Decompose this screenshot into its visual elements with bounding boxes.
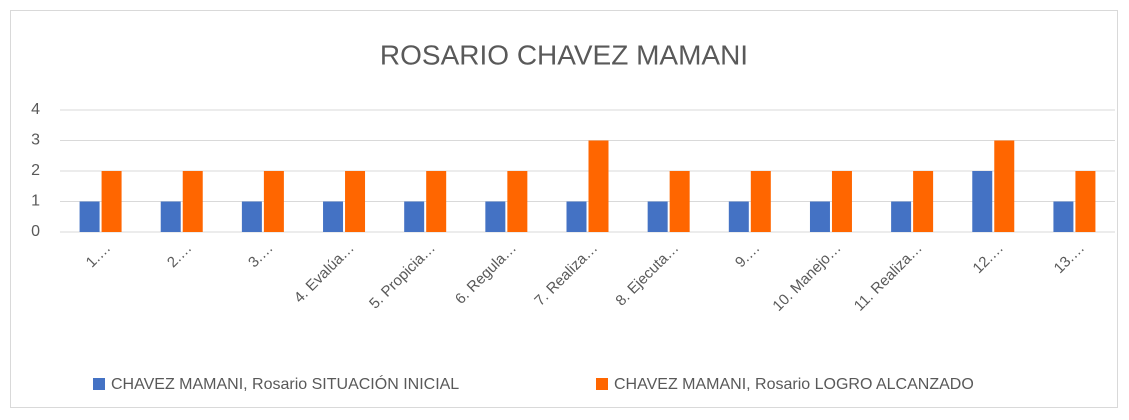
bar xyxy=(160,201,181,232)
bar xyxy=(588,140,609,232)
bar xyxy=(728,201,749,232)
bar xyxy=(566,201,587,232)
bar xyxy=(972,171,993,232)
legend-swatch xyxy=(93,378,105,390)
bar xyxy=(241,201,262,232)
legend-label: CHAVEZ MAMANI, Rosario SITUACIÓN INICIAL xyxy=(111,374,459,393)
bar xyxy=(182,171,203,232)
bar xyxy=(994,140,1015,232)
bar xyxy=(345,171,366,232)
bar xyxy=(426,171,447,232)
bar xyxy=(79,201,100,232)
bar xyxy=(891,201,912,232)
bar xyxy=(1075,171,1096,232)
bar xyxy=(404,201,425,232)
y-tick-label: 2 xyxy=(31,162,40,179)
bar xyxy=(647,201,668,232)
bar xyxy=(263,171,284,232)
legend-swatch xyxy=(596,378,608,390)
y-tick-label: 0 xyxy=(31,223,40,240)
bar xyxy=(323,201,344,232)
y-tick-label: 3 xyxy=(31,132,40,149)
bar xyxy=(831,171,852,232)
chart-title: ROSARIO CHAVEZ MAMANI xyxy=(380,39,748,70)
y-tick-label: 4 xyxy=(31,101,40,118)
bar xyxy=(669,171,690,232)
bar xyxy=(913,171,934,232)
bar xyxy=(485,201,506,232)
y-tick-label: 1 xyxy=(31,193,40,210)
bar xyxy=(750,171,771,232)
bar xyxy=(507,171,528,232)
bar xyxy=(101,171,122,232)
legend-label: CHAVEZ MAMANI, Rosario LOGRO ALCANZADO xyxy=(614,376,974,393)
bar xyxy=(1053,201,1074,232)
bar xyxy=(809,201,830,232)
